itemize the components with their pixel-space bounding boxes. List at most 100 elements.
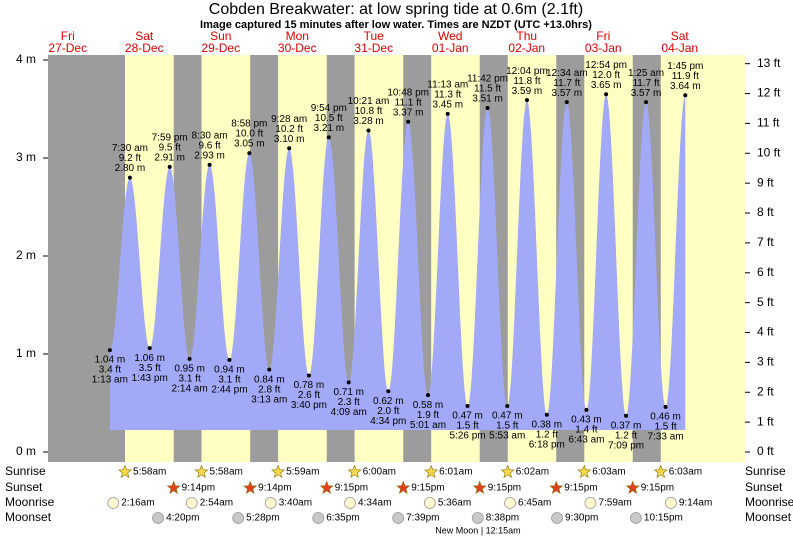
low-tide-label: 1.5 ft <box>496 421 518 432</box>
sunset-icon <box>549 480 564 494</box>
moonset-icon <box>312 512 325 524</box>
low-tide-label: 2.3 ft <box>338 397 360 408</box>
high-tide-label: 11.7 ft <box>632 78 659 89</box>
tide-point <box>346 380 351 385</box>
moonrise-icon <box>665 497 677 509</box>
low-tide-label: 1.2 ft <box>536 429 558 440</box>
moonrise-icon <box>264 497 277 509</box>
sunrise-icon <box>500 464 515 478</box>
high-tide-label: 9.5 ft <box>159 142 181 153</box>
moonrise-time: 3:40am <box>279 498 312 509</box>
low-tide-label: 7:33 am <box>647 432 683 443</box>
low-tide-label: 2.6 ft <box>298 390 320 401</box>
high-tide-label: 8:30 am <box>192 131 228 142</box>
day-weekday: Tue <box>364 29 385 43</box>
high-tide-label: 12:54 pm <box>585 60 627 71</box>
low-tide-label: 2:14 am <box>172 384 208 395</box>
low-tide-label: 0.71 m <box>333 387 364 398</box>
low-tide-label: 7:09 pm <box>608 440 644 451</box>
low-tide-label: 1.4 ft <box>575 425 597 436</box>
low-tide-label: 4:09 am <box>331 407 367 418</box>
high-tide-label: 11.8 ft <box>513 76 540 87</box>
day-date: 02-Jan <box>508 41 545 55</box>
high-tide-label: 11.1 ft <box>395 97 422 108</box>
sunset-time: 9:15pm <box>641 483 674 494</box>
moonrise-icon <box>584 497 597 509</box>
tide-point <box>287 146 292 151</box>
high-tide-label: 1:45 pm <box>667 61 703 72</box>
moonset-time: 10:15pm <box>644 513 683 524</box>
moonset-time: 9:30pm <box>565 513 598 524</box>
row-label: Sunrise <box>5 464 46 478</box>
tide-point <box>326 135 331 140</box>
tide-point <box>167 164 172 169</box>
high-tide-label: 9.6 ft <box>198 141 220 152</box>
day-weekday: Thu <box>516 29 537 43</box>
y2-tick-label: 3 ft <box>757 355 774 369</box>
high-tide-label: 12.0 ft <box>592 70 620 81</box>
low-tide-label: 2.0 ft <box>377 406 399 417</box>
moonrise-icon <box>344 497 356 509</box>
y2-tick-label: 11 ft <box>757 116 780 130</box>
high-tide-label: 3.37 m <box>393 107 424 118</box>
tide-area <box>109 94 686 431</box>
low-tide-label: 5:53 am <box>489 431 525 442</box>
tide-point <box>107 348 112 353</box>
high-tide-label: 10.0 ft <box>235 129 263 140</box>
high-tide-label: 11:42 pm <box>467 74 508 85</box>
sunrise-time: 6:03am <box>592 467 625 478</box>
high-tide-label: 9:54 pm <box>311 103 347 114</box>
day-weekday: Sat <box>135 29 154 43</box>
low-tide-label: 0.84 m <box>254 374 285 385</box>
moonset-icon <box>152 512 164 524</box>
moonset-time: 7:39pm <box>406 513 439 524</box>
moonrise-time: 6:45am <box>518 498 551 509</box>
low-tide-label: 0.94 m <box>214 365 245 376</box>
high-tide-label: 3.57 m <box>631 88 662 99</box>
sunset-icon <box>396 480 411 494</box>
sunrise-time: 6:03am <box>669 467 702 478</box>
low-tide-label: 1.9 ft <box>417 410 439 421</box>
sunset-icon <box>625 480 640 494</box>
moonrise-time: 2:16am <box>121 498 154 509</box>
sunset-time: 9:14pm <box>258 483 291 494</box>
sunset-icon <box>243 480 258 494</box>
y-tick-label: 4 m <box>16 52 36 66</box>
sunrise-icon <box>347 464 362 478</box>
row-label: Moonrise <box>745 495 793 509</box>
low-tide-label: 3.4 ft <box>99 365 121 376</box>
low-tide-label: 0.78 m <box>294 380 325 391</box>
row-label: Sunset <box>5 480 43 494</box>
low-tide-label: 1.5 ft <box>654 422 676 433</box>
high-tide-label: 3.10 m <box>274 134 305 145</box>
day-weekday: Fri <box>61 29 75 43</box>
high-tide-label: 3.51 m <box>472 94 503 105</box>
high-tide-label: 3.05 m <box>234 139 265 150</box>
tide-point <box>227 357 232 362</box>
sunrise-time: 6:00am <box>363 467 396 478</box>
y2-tick-label: 4 ft <box>757 325 774 339</box>
tide-point <box>406 119 411 124</box>
moonset-icon <box>232 512 245 524</box>
chart-title: Cobden Breakwater: at low spring tide at… <box>209 1 583 18</box>
tide-point <box>505 403 510 408</box>
low-tide-label: 0.38 m <box>532 419 563 430</box>
sunrise-icon <box>194 464 209 478</box>
high-tide-label: 2.93 m <box>194 151 225 162</box>
y2-tick-label: 8 ft <box>757 205 774 219</box>
y-tick-label: 3 m <box>16 150 36 164</box>
low-tide-label: 0.37 m <box>611 420 642 431</box>
high-tide-label: 11.9 ft <box>672 71 699 82</box>
moon-note: New Moon | 12:15am <box>435 525 520 535</box>
day-date: 01-Jan <box>432 41 469 55</box>
moonrise-icon <box>504 497 516 509</box>
high-tide-label: 3.59 m <box>512 86 543 97</box>
sunset-icon <box>472 480 487 494</box>
tide-point <box>524 98 529 103</box>
low-tide-label: 1:13 am <box>92 375 128 386</box>
moonrise-time: 5:36am <box>438 498 471 509</box>
y2-tick-label: 2 ft <box>757 384 774 398</box>
y2-tick-label: 7 ft <box>757 235 774 249</box>
tide-point <box>564 100 569 105</box>
